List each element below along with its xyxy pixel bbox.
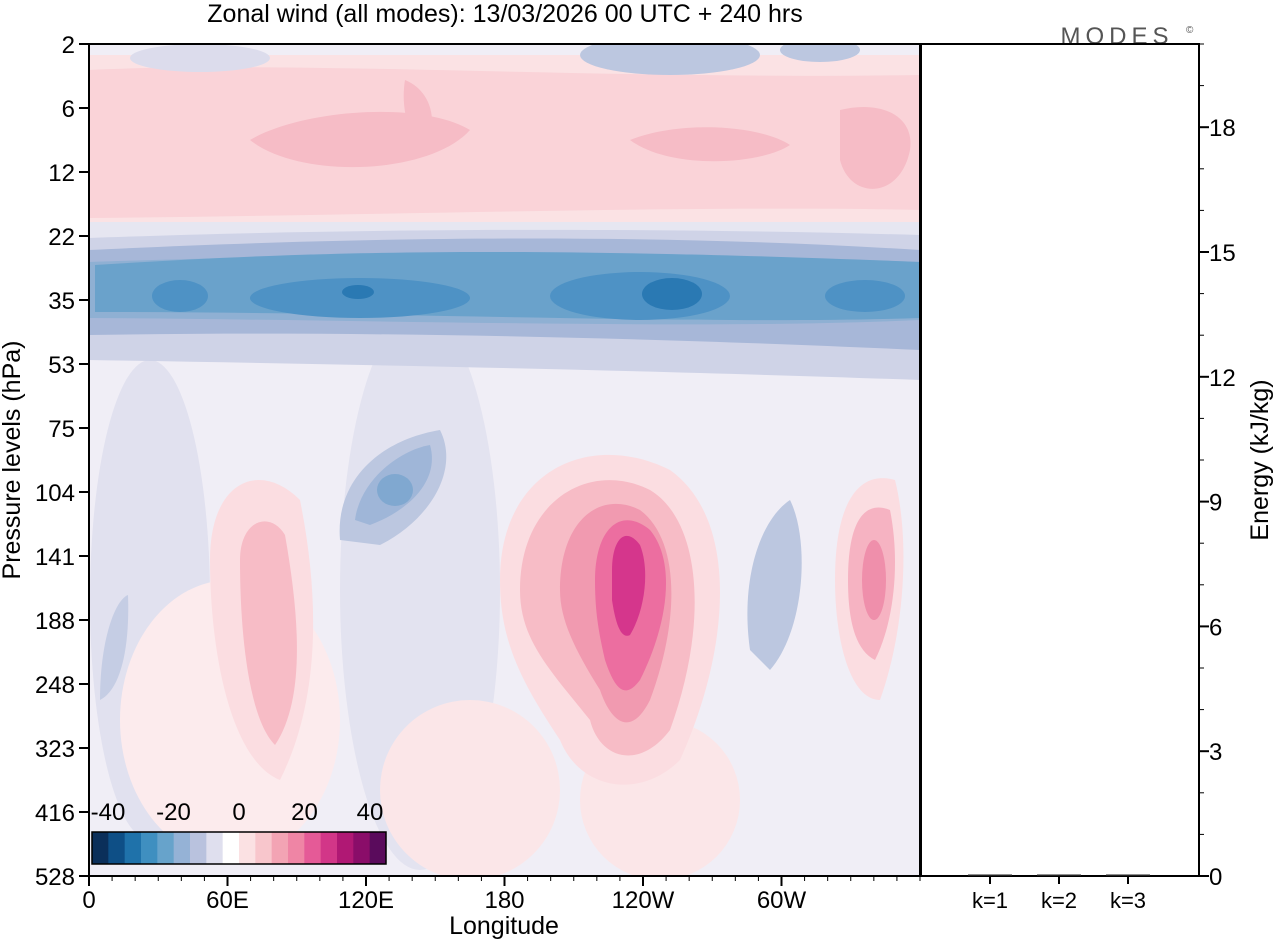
colorbar-swatch: [239, 832, 256, 864]
y-tick-label: 528: [35, 864, 75, 891]
energy-tick-label: 15: [1209, 240, 1236, 267]
colorbar-swatch: [92, 832, 109, 864]
colorbar-label: 40: [357, 799, 384, 826]
y-tick-label: 35: [48, 288, 75, 315]
energy-category-label: k=2: [1041, 888, 1077, 913]
y-tick-label: 323: [35, 736, 75, 763]
longitude-axis: 0 60E 120E 180 120W 60W: [82, 876, 921, 914]
colorbar-swatch: [255, 832, 273, 864]
energy-axis: 0 3 6 9 12 15 18: [1199, 43, 1236, 891]
energy-tick-label: 0: [1209, 864, 1222, 891]
chart-title: Zonal wind (all modes): 13/03/2026 00 UT…: [207, 0, 802, 28]
x-axis-label: Longitude: [449, 912, 559, 940]
colorbar-swatch: [206, 832, 224, 864]
x-tick-label: 0: [82, 887, 95, 914]
y-tick-label: 2: [62, 32, 75, 59]
energy-tick-label: 12: [1209, 365, 1236, 392]
colorbar-swatch: [157, 832, 175, 864]
x-tick-label: 180: [484, 887, 524, 914]
energy-category-label: k=3: [1110, 888, 1146, 913]
colorbar-label: 0: [232, 799, 245, 826]
y-tick-label: 104: [35, 480, 75, 507]
colorbar-swatch: [222, 832, 240, 864]
colorbar-swatch: [304, 832, 322, 864]
energy-category-label: k=1: [972, 888, 1008, 913]
energy-bar: [1106, 874, 1150, 876]
pressure-axis: 2 6 12 22 35 53 75 104 141 188 248 323 416 528: [35, 32, 89, 891]
colorbar-swatch: [288, 832, 305, 864]
colorbar-swatch: [353, 832, 371, 864]
colorbar-label: 20: [291, 799, 318, 826]
y-tick-label: 6: [62, 96, 75, 123]
energy-frame: [920, 43, 1200, 877]
colorbar-frame: [91, 831, 387, 865]
y-tick-label: 188: [35, 608, 75, 635]
energy-tick-label: 3: [1209, 739, 1222, 766]
y-axis-label: Pressure levels (hPa): [0, 341, 26, 580]
energy-bar: [1037, 874, 1081, 876]
colorbar-swatch: [173, 832, 191, 864]
y-tick-label: 416: [35, 800, 75, 827]
colorbar-swatch: [124, 832, 142, 864]
colorbar-swatch: [108, 832, 126, 864]
colorbar-label: -40: [91, 799, 126, 826]
x-tick-label: 120E: [338, 887, 394, 914]
zonal-wind-heatmap: [88, 43, 921, 877]
x-tick-label: 120W: [612, 887, 675, 914]
energy-tick-label: 6: [1209, 614, 1222, 641]
colorbar-swatch: [141, 832, 158, 864]
colorbar-label: -20: [156, 799, 191, 826]
energy-bar: [968, 874, 1012, 876]
y-tick-label: 141: [35, 544, 75, 571]
colorbar-swatch: [369, 832, 387, 864]
y-tick-label: 248: [35, 672, 75, 699]
y-tick-label: 53: [48, 352, 75, 379]
heatmap-field: [89, 44, 920, 876]
energy-tick-label: 18: [1209, 115, 1236, 142]
x-tick-label: 60E: [206, 887, 249, 914]
y-tick-label: 12: [48, 160, 75, 187]
colorbar: -40 -20 0 20 40: [91, 799, 387, 865]
colorbar-swatch: [320, 832, 338, 864]
colorbar-swatch: [271, 832, 289, 864]
energy-panel: k=1 k=2 k=3 0 3 6 9 12 15 18 Energy (kJ/kg): [920, 43, 1274, 913]
y-tick-label: 75: [48, 416, 75, 443]
energy-tick-label: 9: [1209, 490, 1222, 517]
copyright-mark: ©: [1186, 25, 1194, 36]
colorbar-swatch: [337, 832, 354, 864]
y-tick-label: 22: [48, 224, 75, 251]
energy-bars: k=1 k=2 k=3: [968, 874, 1150, 913]
energy-axis-label: Energy (kJ/kg): [1246, 379, 1274, 540]
x-tick-label: 60W: [757, 887, 807, 914]
colorbar-swatch: [190, 832, 207, 864]
